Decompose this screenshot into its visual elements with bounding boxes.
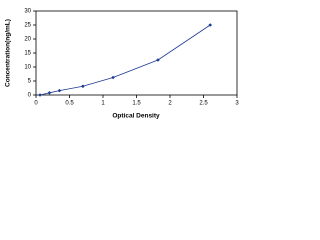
plot-frame — [35, 10, 238, 96]
y-tick-label: 5 — [28, 79, 32, 85]
fit-line — [39, 24, 211, 96]
x-tick-label: 2.5 — [199, 101, 208, 107]
x-tick-label: 3 — [235, 101, 239, 107]
x-tick-label: 2 — [168, 101, 172, 107]
y-tick-label: 0 — [28, 93, 32, 99]
chart: Optical Density Concentration(ng/mL) 0 5 1… — [5, 9, 240, 120]
y-axis-label: Concentration(ng/mL) — [5, 19, 12, 87]
x-tick-label: 1.5 — [132, 101, 141, 107]
x-tick-label: 0.5 — [65, 101, 74, 107]
point — [208, 23, 212, 27]
y-tick-label: 20 — [24, 37, 31, 43]
point — [111, 75, 115, 80]
y-tick-label: 30 — [24, 9, 31, 15]
point — [47, 91, 52, 95]
x-tick-label: 1 — [101, 101, 105, 107]
point — [38, 93, 42, 97]
point — [81, 84, 85, 89]
y-tick-label: 25 — [24, 23, 31, 29]
point — [156, 58, 160, 62]
y-tick-label: 10 — [24, 65, 31, 71]
y-tick-label: 15 — [24, 51, 31, 57]
x-tick-label: 0 — [34, 101, 38, 107]
x-axis-label: Optical Density — [112, 113, 160, 120]
point — [57, 88, 62, 93]
